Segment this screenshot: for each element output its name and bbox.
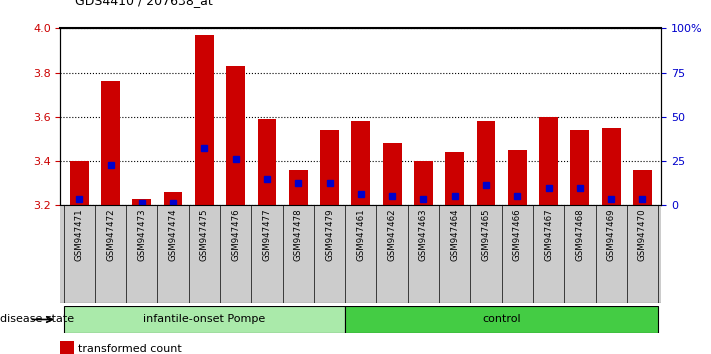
Text: GSM947462: GSM947462 (387, 208, 397, 261)
Text: GSM947464: GSM947464 (450, 208, 459, 261)
Text: GSM947471: GSM947471 (75, 208, 84, 261)
Text: control: control (482, 314, 521, 325)
Text: GSM947463: GSM947463 (419, 208, 428, 261)
Bar (257, 119, 277, 205)
Bar (508, 150, 527, 205)
Bar (351, 121, 370, 205)
Text: GSM947475: GSM947475 (200, 208, 209, 261)
Bar (195, 35, 214, 205)
Bar (602, 128, 621, 205)
Text: GSM947479: GSM947479 (325, 208, 334, 261)
Text: transformed count: transformed count (78, 344, 182, 354)
Bar (60, 205, 661, 303)
Bar (414, 161, 433, 205)
Text: disease state: disease state (0, 314, 74, 325)
Text: GDS4410 / 207638_at: GDS4410 / 207638_at (75, 0, 213, 7)
Bar (289, 170, 308, 205)
Text: GSM947473: GSM947473 (137, 208, 146, 261)
Bar (633, 170, 652, 205)
Bar (132, 199, 151, 205)
Bar (226, 66, 245, 205)
Bar (539, 117, 558, 205)
Text: GSM947461: GSM947461 (356, 208, 365, 261)
Bar (476, 121, 496, 205)
Bar (101, 81, 120, 205)
Text: GSM947469: GSM947469 (606, 208, 616, 261)
Bar (320, 130, 339, 205)
Bar (70, 161, 89, 205)
Text: GSM947476: GSM947476 (231, 208, 240, 261)
Bar (63, 306, 345, 333)
Bar (345, 306, 658, 333)
Text: GSM947474: GSM947474 (169, 208, 178, 261)
Text: GSM947478: GSM947478 (294, 208, 303, 261)
Bar (164, 192, 183, 205)
Bar (60, 341, 74, 354)
Text: GSM947470: GSM947470 (638, 208, 647, 261)
Text: GSM947477: GSM947477 (262, 208, 272, 261)
Text: GSM947465: GSM947465 (481, 208, 491, 261)
Bar (383, 143, 402, 205)
Text: GSM947468: GSM947468 (575, 208, 584, 261)
Text: GSM947467: GSM947467 (544, 208, 553, 261)
Text: infantile-onset Pompe: infantile-onset Pompe (143, 314, 265, 325)
Text: GSM947472: GSM947472 (106, 208, 115, 261)
Bar (445, 152, 464, 205)
Bar (570, 130, 589, 205)
Text: GSM947466: GSM947466 (513, 208, 522, 261)
